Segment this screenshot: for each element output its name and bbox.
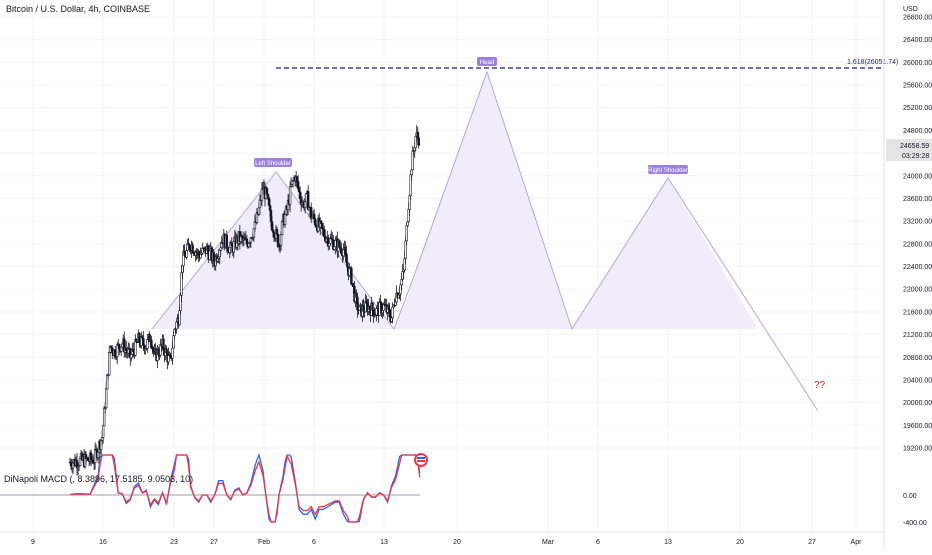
price-tick-label: 26000.00 (903, 60, 932, 67)
candle-body (279, 234, 283, 246)
time-tick-label: 9 (31, 539, 35, 546)
price-tick-label: 22400.00 (903, 264, 932, 271)
countdown: 03:29:28 (902, 153, 929, 160)
candle-body (405, 225, 408, 242)
fib-level[interactable]: 1.618(26051.74) (276, 59, 898, 69)
macd-zero-label: 0.00 (903, 493, 917, 500)
head-and-shoulders-pattern (151, 70, 819, 412)
candle-body (265, 188, 269, 195)
price-tick-label: 20000.00 (903, 400, 932, 407)
time-tick-label: 23 (170, 539, 178, 546)
time-tick-label: 27 (210, 539, 218, 546)
time-axis[interactable]: 9 16 23 27 Feb 6 13 20 Mar 6 13 20 27 Apr (0, 531, 884, 546)
macd-min-label: -400.00 (903, 520, 927, 527)
price-tick-label: 20800.00 (903, 355, 932, 362)
candle-body (175, 321, 178, 330)
head-fill (394, 72, 572, 329)
time-tick-label: Apr (851, 539, 863, 546)
candle-body (191, 244, 194, 254)
left-shoulder-label: Left Shoulder (255, 161, 291, 167)
chart-title: Bitcoin / U.S. Dollar, 4h, COINBASE (6, 4, 151, 14)
left-shoulder-tag: Left Shoulder (254, 158, 292, 167)
fib-label: 1.618(26051.74) (847, 59, 898, 66)
candle-body (334, 240, 337, 247)
macd-panel (0, 452, 428, 523)
price-tick-label: 26400.00 (903, 37, 932, 44)
time-tick-label: 6 (312, 539, 316, 546)
price-tick-label: 25200.00 (903, 105, 932, 112)
price-tick-label: 19200.00 (903, 445, 932, 452)
time-tick-label: 16 (99, 539, 107, 546)
price-tick-label: 21600.00 (903, 309, 932, 316)
price-tick-label: 26800.00 (903, 15, 932, 22)
candle-body (101, 425, 105, 438)
pattern-outline (151, 70, 819, 412)
candle-body (171, 347, 174, 359)
right-shoulder-fill (572, 178, 758, 329)
candle-body (283, 214, 287, 225)
price-tick-label: 23600.00 (903, 196, 932, 203)
time-tick-label: 13 (664, 539, 672, 546)
time-tick-label: 20 (453, 539, 461, 546)
candle-body (417, 137, 420, 146)
candle-body (118, 343, 121, 349)
current-price-tag: 24658.59 03:29:28 (886, 139, 932, 161)
time-tick-label: Feb (258, 539, 270, 546)
candle-body (304, 193, 308, 203)
candle-body (104, 388, 108, 409)
candle-body (346, 261, 349, 268)
price-tick-label: 20400.00 (903, 377, 932, 384)
price-tick-label: 23200.00 (903, 219, 932, 226)
time-tick-label: 27 (808, 539, 816, 546)
head-label: Head (480, 60, 494, 66)
macd-indicator-label: DiNapoli MACD (, 8.3896, 17.5185, 9.0503… (4, 474, 194, 484)
candlestick-series (68, 125, 420, 476)
current-price: 24658.59 (900, 143, 929, 150)
currency-label: USD (903, 6, 918, 13)
candle-body (371, 302, 374, 311)
right-shoulder-label: Right Shoulder (648, 168, 688, 174)
candle-body (288, 186, 292, 205)
tradingview-flag-icon[interactable] (414, 453, 428, 467)
price-tick-label: 24800.00 (903, 128, 932, 135)
price-tick-label: 22000.00 (903, 287, 932, 294)
question-marks: ?? (814, 380, 826, 391)
price-tick-label: 22800.00 (903, 241, 932, 248)
price-axis[interactable]: USD 26800.00 26400.00 26000.00 25600.00 2520… (883, 0, 932, 550)
price-tick-label: 19600.00 (903, 423, 932, 430)
time-tick-label: 6 (596, 539, 600, 546)
left-shoulder-fill (152, 172, 394, 329)
macd-signal-line (69, 453, 421, 523)
price-tick-label: 25600.00 (903, 83, 932, 90)
time-tick-label: 13 (380, 539, 388, 546)
price-tick-label: 21200.00 (903, 332, 932, 339)
candle-body (350, 267, 353, 285)
time-tick-label: 20 (736, 539, 744, 546)
macd-line (69, 452, 421, 523)
head-tag: Head (477, 57, 497, 66)
candle-body (410, 169, 413, 176)
candle-body (107, 352, 111, 376)
price-tick-label: 24000.00 (903, 173, 932, 180)
right-shoulder-tag: Right Shoulder (648, 165, 688, 174)
time-tick-label: Mar (542, 539, 555, 546)
